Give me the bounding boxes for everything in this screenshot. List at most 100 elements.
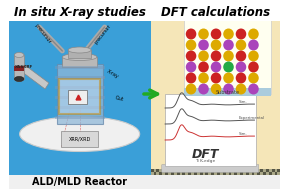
Circle shape	[198, 29, 209, 40]
Bar	[62, 57, 97, 67]
FancyBboxPatch shape	[162, 164, 259, 173]
Bar	[200, 172, 203, 175]
Bar	[8, 0, 280, 21]
Circle shape	[198, 40, 209, 50]
Bar	[179, 172, 183, 175]
Bar	[234, 172, 237, 175]
Bar	[211, 169, 214, 172]
Bar	[266, 172, 269, 175]
Bar	[249, 169, 252, 172]
Bar	[55, 116, 105, 119]
Bar	[188, 172, 191, 175]
Bar	[171, 172, 174, 175]
Bar	[231, 172, 234, 175]
Bar	[68, 90, 87, 104]
Bar	[277, 169, 280, 172]
Circle shape	[211, 73, 221, 84]
Bar	[55, 106, 105, 109]
Bar	[59, 79, 100, 114]
Circle shape	[248, 61, 259, 73]
Bar	[55, 96, 105, 99]
Circle shape	[211, 84, 221, 94]
Bar	[203, 169, 205, 172]
Bar	[240, 169, 243, 172]
Bar	[275, 169, 277, 172]
Circle shape	[198, 73, 209, 84]
Circle shape	[211, 29, 221, 40]
Bar	[185, 169, 188, 172]
Bar	[61, 131, 98, 147]
Bar	[260, 169, 263, 172]
Bar	[159, 172, 162, 175]
Ellipse shape	[62, 53, 97, 60]
Bar	[168, 172, 171, 175]
Circle shape	[248, 84, 259, 94]
Bar	[162, 172, 165, 175]
Bar	[220, 169, 223, 172]
Text: Sim.: Sim.	[239, 100, 248, 104]
Bar	[168, 169, 171, 172]
Text: DFT calculations: DFT calculations	[162, 6, 271, 19]
Bar	[246, 172, 249, 175]
Circle shape	[223, 84, 234, 94]
Bar	[257, 169, 260, 172]
Bar	[183, 169, 185, 172]
Circle shape	[236, 50, 246, 61]
Bar	[156, 169, 159, 172]
Bar	[194, 169, 197, 172]
Bar	[159, 169, 162, 172]
Bar	[257, 172, 260, 175]
Circle shape	[223, 50, 234, 61]
Bar	[272, 169, 275, 172]
Circle shape	[198, 61, 209, 73]
Bar	[269, 169, 272, 172]
Bar	[55, 66, 105, 69]
Ellipse shape	[14, 77, 24, 81]
Bar	[57, 64, 103, 124]
Bar	[240, 172, 243, 175]
Text: Substrate: Substrate	[216, 91, 239, 95]
Bar	[263, 169, 266, 172]
Bar	[177, 169, 179, 172]
Circle shape	[211, 50, 221, 61]
Bar	[183, 172, 185, 175]
Bar	[162, 169, 165, 172]
Bar	[246, 169, 249, 172]
Ellipse shape	[14, 53, 24, 57]
Circle shape	[223, 61, 234, 73]
Bar	[14, 55, 24, 79]
Text: Experimental: Experimental	[239, 116, 265, 120]
Circle shape	[248, 50, 259, 61]
Bar	[277, 172, 280, 175]
Polygon shape	[18, 63, 49, 89]
Bar	[151, 169, 154, 172]
Text: precursor: precursor	[93, 23, 112, 45]
Bar	[185, 172, 188, 175]
Bar	[191, 169, 194, 172]
Circle shape	[186, 29, 196, 40]
Bar	[205, 169, 208, 172]
Bar	[214, 172, 217, 175]
Bar	[154, 169, 156, 172]
Bar	[174, 169, 177, 172]
Bar	[254, 172, 257, 175]
Bar	[220, 172, 223, 175]
Bar	[208, 172, 211, 175]
Bar	[165, 169, 168, 172]
Bar	[234, 169, 237, 172]
Bar	[177, 172, 179, 175]
Bar	[263, 172, 266, 175]
Circle shape	[186, 61, 196, 73]
Circle shape	[236, 73, 246, 84]
Text: precursor: precursor	[34, 23, 52, 45]
Bar	[243, 172, 246, 175]
Bar	[228, 169, 231, 172]
Text: ALD/MLD Reactor: ALD/MLD Reactor	[32, 177, 127, 187]
Bar	[269, 172, 272, 175]
Bar	[8, 175, 280, 189]
Circle shape	[236, 61, 246, 73]
Bar	[184, 19, 271, 94]
Ellipse shape	[68, 47, 91, 53]
Bar	[184, 88, 271, 96]
Text: In situ X-ray studies: In situ X-ray studies	[14, 6, 145, 19]
